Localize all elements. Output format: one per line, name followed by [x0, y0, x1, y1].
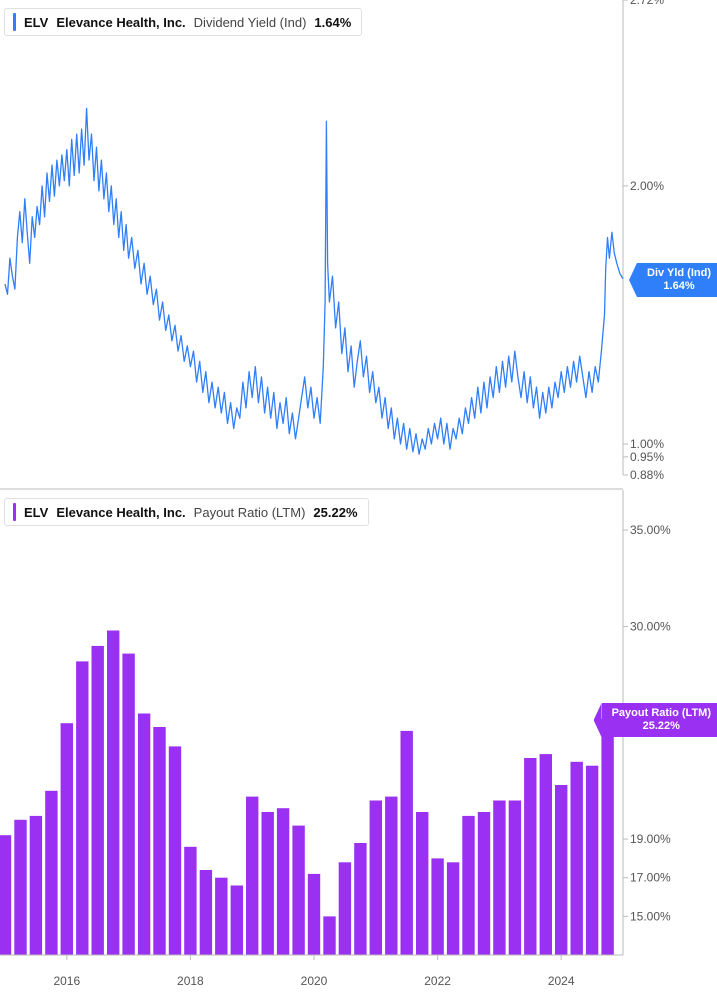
svg-text:1.00%: 1.00% [630, 437, 664, 451]
top-ticker: ELV [24, 15, 48, 30]
x-tick-label: 2022 [424, 974, 451, 988]
top-legend-accent [13, 13, 16, 31]
charts-container: ELV Elevance Health, Inc. Dividend Yield… [0, 0, 717, 994]
svg-text:0.95%: 0.95% [630, 450, 664, 464]
x-axis-labels: 2016 2018 2020 2022 2024 [0, 970, 717, 994]
bottom-legend-accent [13, 503, 16, 521]
svg-text:2.72%: 2.72% [630, 0, 664, 7]
top-value-tag: Div Yld (Ind)1.64% [637, 263, 717, 297]
bottom-legend[interactable]: ELV Elevance Health, Inc. Payout Ratio (… [4, 498, 369, 526]
x-tick-label: 2020 [301, 974, 328, 988]
bottom-metric: Payout Ratio (LTM) [194, 505, 306, 520]
svg-text:15.00%: 15.00% [630, 909, 671, 923]
bottom-company: Elevance Health, Inc. [56, 505, 185, 520]
svg-text:30.00%: 30.00% [630, 620, 671, 634]
svg-text:0.88%: 0.88% [630, 468, 664, 482]
top-chart-svg: 2.72% 2.00% 1.00%0.95% 0.88% [0, 0, 717, 490]
top-chart-area[interactable]: 2.72% 2.00% 1.00%0.95% 0.88% Div Yld (Ind)1… [0, 0, 717, 490]
bottom-value-tag: Payout Ratio (LTM)25.22% [602, 703, 717, 737]
top-company: Elevance Health, Inc. [56, 15, 185, 30]
top-value: 1.64% [314, 15, 351, 30]
top-metric: Dividend Yield (Ind) [194, 15, 307, 30]
x-tick-label: 2018 [177, 974, 204, 988]
dividend-yield-chart-panel: ELV Elevance Health, Inc. Dividend Yield… [0, 0, 717, 490]
top-legend[interactable]: ELV Elevance Health, Inc. Dividend Yield… [4, 8, 362, 36]
svg-text:35.00%: 35.00% [630, 523, 671, 537]
x-tick-label: 2024 [548, 974, 575, 988]
svg-text:2.00%: 2.00% [630, 179, 664, 193]
svg-text:17.00%: 17.00% [630, 871, 671, 885]
svg-text:19.00%: 19.00% [630, 832, 671, 846]
payout-ratio-chart-panel: ELV Elevance Health, Inc. Payout Ratio (… [0, 490, 717, 970]
bottom-ticker: ELV [24, 505, 48, 520]
bottom-value: 25.22% [313, 505, 357, 520]
bottom-chart-area[interactable]: 35.00% 30.00% 19.00% 17.00% 15.00% Payout Ra… [0, 490, 717, 970]
x-tick-label: 2016 [53, 974, 80, 988]
